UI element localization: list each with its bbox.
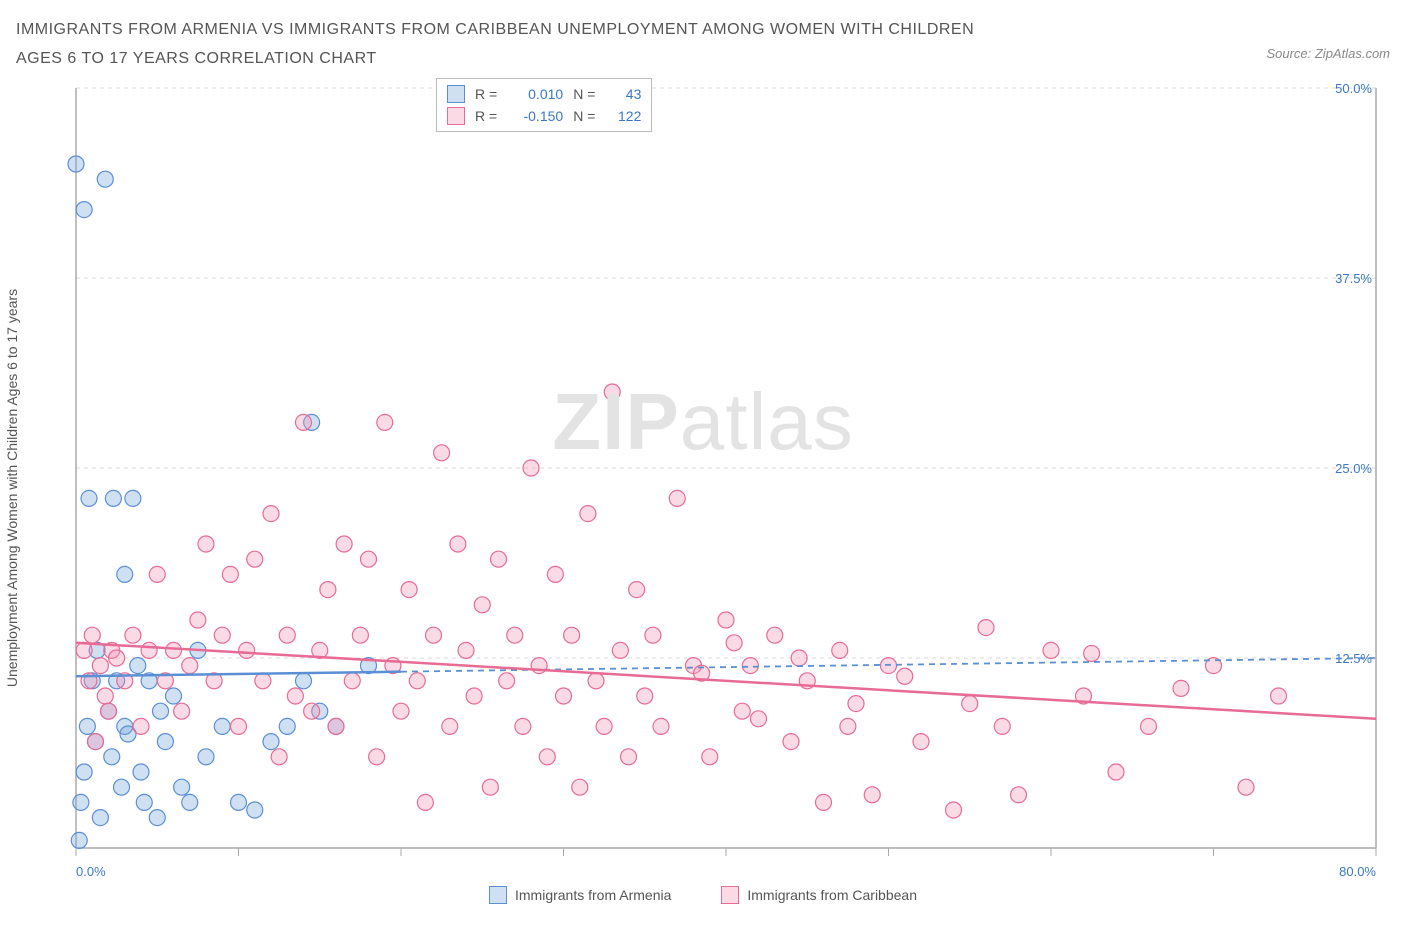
chart-title: IMMIGRANTS FROM ARMENIA VS IMMIGRANTS FR… (16, 16, 1016, 74)
y-axis-label: Unemployment Among Women with Children A… (4, 289, 20, 687)
svg-text:0.0%: 0.0% (76, 864, 106, 879)
armenia-r: 0.010 (507, 83, 563, 105)
scatter-plot-svg: 12.5%25.0%37.5%50.0%0.0%80.0% (16, 78, 1390, 898)
svg-text:50.0%: 50.0% (1335, 81, 1372, 96)
header: IMMIGRANTS FROM ARMENIA VS IMMIGRANTS FR… (16, 16, 1390, 74)
r-label: R = (475, 83, 497, 105)
source-label: Source: ZipAtlas.com (1266, 16, 1390, 61)
n-label: N = (573, 83, 595, 105)
bottom-legend: Immigrants from Armenia Immigrants from … (489, 886, 917, 904)
stats-row-caribbean: R = -0.150 N = 122 (447, 105, 641, 127)
stats-row-armenia: R = 0.010 N = 43 (447, 83, 641, 105)
n-label-2: N = (573, 105, 595, 127)
swatch-armenia (447, 85, 465, 103)
chart-container: Unemployment Among Women with Children A… (16, 78, 1390, 898)
legend-label-armenia: Immigrants from Armenia (515, 887, 671, 903)
legend-swatch-armenia (489, 886, 507, 904)
svg-text:80.0%: 80.0% (1339, 864, 1376, 879)
swatch-caribbean (447, 107, 465, 125)
svg-text:37.5%: 37.5% (1335, 271, 1372, 286)
legend-item-armenia: Immigrants from Armenia (489, 886, 671, 904)
armenia-n: 43 (605, 83, 641, 105)
caribbean-r: -0.150 (507, 105, 563, 127)
legend-swatch-caribbean (721, 886, 739, 904)
legend-label-caribbean: Immigrants from Caribbean (747, 887, 917, 903)
caribbean-n: 122 (605, 105, 641, 127)
legend-item-caribbean: Immigrants from Caribbean (721, 886, 917, 904)
stats-legend: R = 0.010 N = 43 R = -0.150 N = 122 (436, 78, 652, 133)
svg-text:25.0%: 25.0% (1335, 461, 1372, 476)
r-label-2: R = (475, 105, 497, 127)
